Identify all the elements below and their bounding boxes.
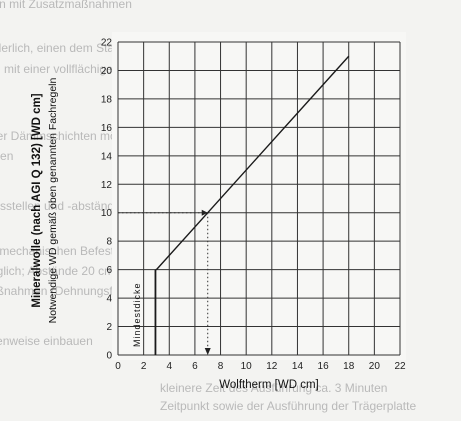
y-axis-label: Mineralwolle (nach AGI Q 132) [WD cm] — [31, 93, 43, 307]
y-tick-label: 10 — [101, 208, 113, 219]
x-tick-label: 0 — [115, 361, 121, 372]
background-text-line: ungsstellen und -abstände — [0, 199, 121, 213]
y-tick-label: 6 — [106, 265, 112, 276]
x-tick-label: 22 — [394, 361, 406, 372]
plot-backdrop — [112, 32, 406, 360]
reading-arrow-down — [204, 348, 211, 355]
x-tick-label: 4 — [166, 361, 172, 372]
y-tick-label: 0 — [106, 351, 112, 362]
x-tick-label: 2 — [141, 361, 147, 372]
axes: 0 2 4 6 8 10 12 14 16 18 20 22 0 2 4 6 8 10 12 14 16 18 20 22 — [101, 38, 406, 373]
background-text-line: Zeitpunkt sowie der Ausführung der Träge… — [160, 399, 416, 413]
grid — [117, 41, 401, 356]
background-text-line: e Öffnungen mit Zusatzmaßnahmen — [0, 0, 132, 11]
y-tick-label: 2 — [106, 322, 112, 333]
labels: Wolftherm [WD cm] Mineralwolle (nach AGI… — [31, 77, 319, 391]
x-tick-label: 20 — [369, 361, 381, 372]
x-tick-label: 18 — [343, 361, 355, 372]
background-text-line: kleinere Zeit des Ausführung ca. 3 Minut… — [160, 381, 387, 395]
y-tick-label: 12 — [101, 180, 113, 191]
background-text-line: anden — [0, 149, 13, 163]
y-tick-label: 22 — [101, 38, 113, 49]
x-axis-label: Wolftherm [WD cm] — [219, 379, 318, 391]
y-tick-label: 4 — [106, 294, 112, 305]
series-line — [155, 55, 350, 271]
x-tick-label: 8 — [218, 361, 224, 372]
x-tick-label: 16 — [318, 361, 330, 372]
y-tick-label: 14 — [101, 151, 113, 162]
y-axis-sublabel: Notwendige WD gemäß oben genannten Fachr… — [47, 77, 59, 323]
y-tick-label: 20 — [101, 66, 113, 77]
x-tick-label: 12 — [266, 361, 278, 372]
y-tick-label: 8 — [106, 237, 112, 248]
x-tick-label: 6 — [192, 361, 198, 372]
x-tick-label: 10 — [241, 361, 253, 372]
background-text-line: lagenweise einbauen — [0, 334, 93, 348]
y-tick-label: 16 — [101, 123, 113, 134]
series — [118, 55, 350, 355]
x-tick-label: 14 — [292, 361, 304, 372]
min-thickness-label: Mindestdicke — [132, 282, 142, 347]
reading-arrow-right — [201, 209, 208, 216]
y-tick-label: 18 — [101, 94, 113, 105]
